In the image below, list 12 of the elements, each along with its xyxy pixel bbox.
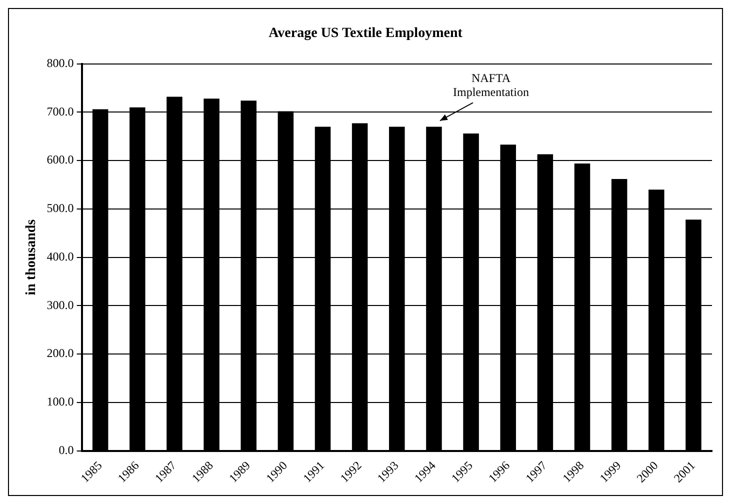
y-tick-label: 300.0: [46, 298, 74, 312]
y-tick-label: 400.0: [46, 249, 74, 264]
y-tick-label: 600.0: [46, 152, 74, 167]
y-tick-label: 700.0: [46, 104, 74, 118]
y-tick-label: 800.0: [46, 56, 74, 70]
y-tick-label: 0.0: [58, 443, 74, 458]
y-tick-label: 200.0: [46, 346, 74, 360]
y-tick-label: 100.0: [46, 394, 74, 409]
y-tick-label: 500.0: [46, 201, 74, 216]
annotation: NAFTA Implementation: [452, 70, 529, 99]
y-axis-title: in thousands: [24, 218, 40, 296]
chart-title: Average US Textile Employment: [268, 26, 463, 42]
